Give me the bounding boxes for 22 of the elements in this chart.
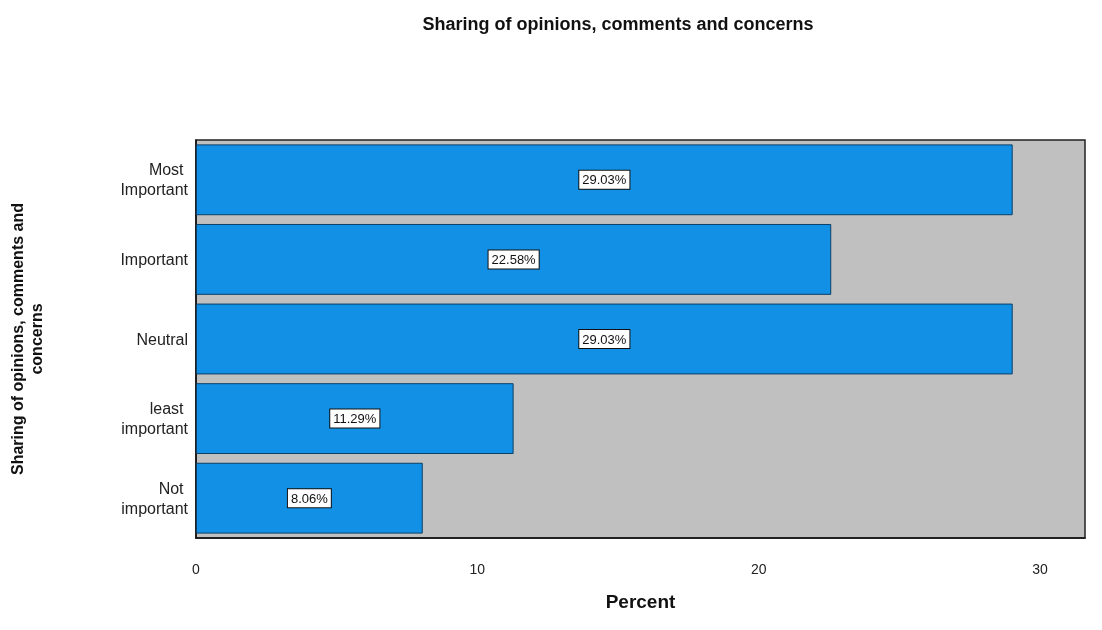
y-tick-label: least important — [121, 400, 189, 438]
y-tick-label: Not important — [121, 479, 189, 517]
data-label: 22.58% — [491, 251, 537, 267]
y-tick-label: Important — [120, 250, 189, 268]
x-tick-label: 0 — [192, 561, 201, 577]
y-tick-label: Most Important — [120, 161, 189, 199]
data-label: 29.03% — [582, 331, 627, 347]
y-tick-label: Neutral — [136, 330, 188, 348]
data-label: 29.03% — [582, 172, 627, 188]
bar — [196, 303, 1013, 375]
y-axis-title: Sharing of opinions, comments and concerns — [9, 202, 45, 476]
data-label: 8.06% — [290, 490, 329, 506]
x-axis-title: Percent — [605, 591, 677, 612]
data-label: 11.29% — [333, 411, 377, 427]
x-tick-label: 10 — [469, 561, 486, 577]
bar — [196, 462, 423, 534]
x-tick-label: 20 — [750, 561, 767, 577]
chart-title: Sharing of opinions, comments and concerns — [422, 14, 814, 34]
x-tick-label: 30 — [1032, 561, 1048, 577]
bar — [196, 223, 832, 295]
bar — [196, 144, 1013, 216]
bar — [196, 383, 514, 455]
